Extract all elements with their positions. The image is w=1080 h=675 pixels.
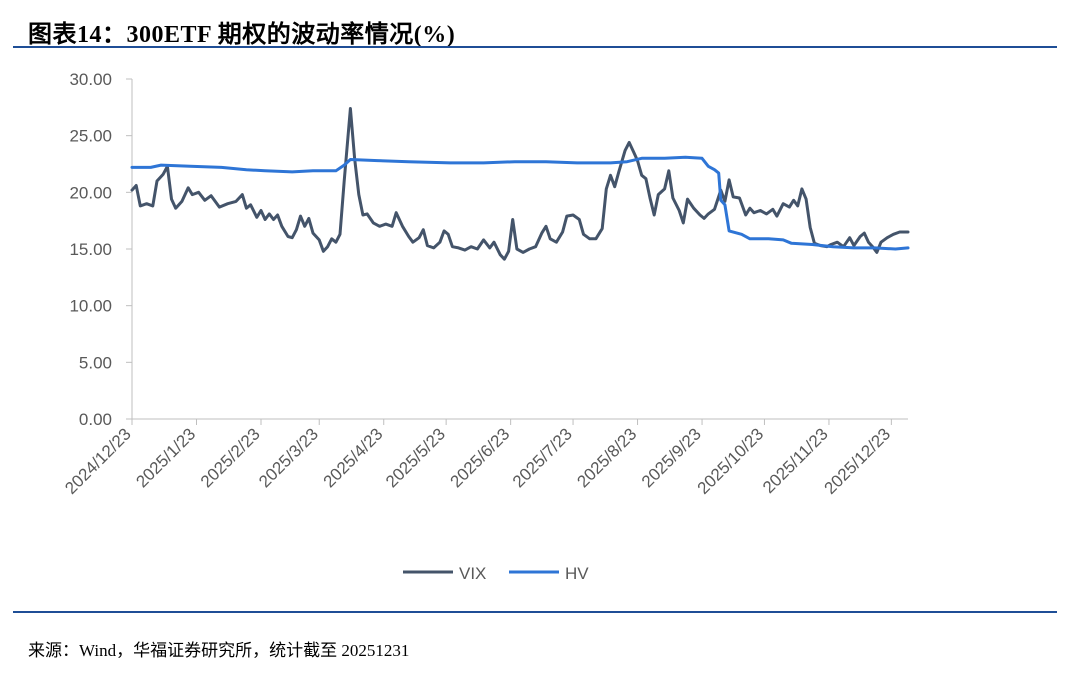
x-tick-label: 2025/2/23	[197, 424, 264, 491]
x-tick-label: 2025/8/23	[573, 424, 640, 491]
y-tick-label: 30.00	[69, 70, 112, 89]
legend-label-vix: VIX	[459, 564, 486, 583]
chart: 0.00 5.00 10.00 15.00 20.00 25.00 30.00 2024/1…	[61, 70, 910, 583]
x-tick-label: 2025/3/23	[255, 424, 322, 491]
top-rule	[13, 46, 1057, 48]
source-note: 来源：Wind，华福证券研究所，统计截至 20251231	[28, 641, 410, 660]
x-tick-label: 2025/5/23	[382, 424, 449, 491]
x-tick-label: 2025/7/23	[509, 424, 576, 491]
y-axis: 0.00 5.00 10.00 15.00 20.00 25.00 30.00	[69, 70, 133, 429]
x-tick-label: 2025/6/23	[447, 424, 514, 491]
x-tick-label: 2024/12/23	[61, 424, 135, 498]
legend-label-hv: HV	[565, 564, 589, 583]
x-tick-label: 2025/4/23	[320, 424, 387, 491]
legend: VIX HV	[403, 564, 589, 583]
y-tick-label: 15.00	[69, 240, 112, 259]
y-tick-label: 20.00	[69, 183, 112, 202]
chart-title: 图表14：300ETF 期权的波动率情况(%)	[28, 22, 456, 48]
y-tick-label: 25.00	[69, 127, 112, 146]
x-axis: 2024/12/232025/1/232025/2/232025/3/23202…	[61, 418, 908, 498]
bottom-rule	[13, 611, 1057, 613]
y-tick-label: 5.00	[79, 353, 112, 372]
x-tick-label: 2025/10/23	[694, 424, 768, 498]
y-tick-label: 10.00	[69, 297, 112, 316]
y-tick-label: 0.00	[79, 410, 112, 429]
x-tick-label: 2025/1/23	[132, 424, 199, 491]
x-tick-label: 2025/12/23	[821, 424, 895, 498]
x-tick-label: 2025/9/23	[638, 424, 705, 491]
plot-lines	[130, 107, 910, 261]
series-line-hv	[130, 155, 910, 251]
series-line-vix	[130, 107, 910, 261]
